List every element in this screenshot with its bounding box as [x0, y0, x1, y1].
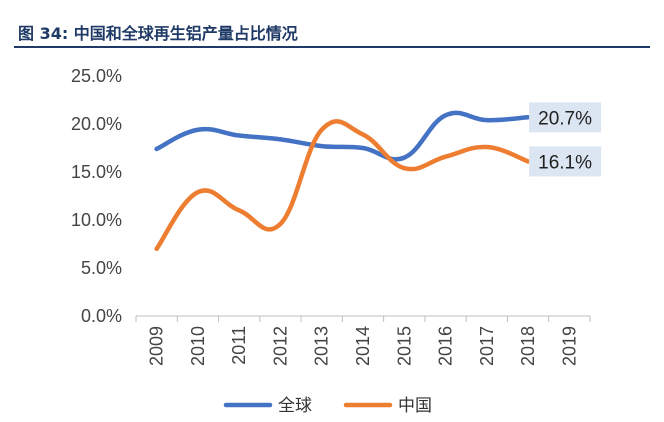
x-tick-label: 2009 [147, 326, 167, 366]
series-line-1 [154, 119, 531, 252]
legend-label: 全球 [278, 396, 312, 416]
y-tick-label: 20.0% [71, 114, 122, 134]
data-label: 16.1% [538, 152, 592, 173]
x-axis: 2009 2010 2011 2012 2013 2014 2015 2016 2017 2018… [135, 315, 591, 366]
x-tick-label: 2011 [229, 326, 249, 365]
x-tick-label: 2017 [477, 326, 497, 366]
legend-label: 中国 [398, 396, 432, 416]
data-label: 20.7% [538, 108, 592, 129]
x-tick-label: 2014 [353, 326, 373, 366]
x-tick-label: 2015 [394, 326, 414, 366]
y-tick-label: 5.0% [81, 258, 122, 278]
x-tick-label: 2010 [188, 326, 208, 366]
chart-title: 图 34: 中国和全球再生铝产量占比情况 [18, 24, 298, 43]
y-tick-label: 10.0% [71, 210, 122, 230]
y-tick-label: 15.0% [71, 162, 122, 182]
legend: 全球 中国 [223, 396, 432, 416]
series-line-0 [154, 110, 531, 162]
y-axis: 0.0% 5.0% 10.0% 15.0% 20.0% 25.0% [71, 66, 122, 326]
title-bar: 图 34: 中国和全球再生铝产量占比情况 [14, 10, 650, 48]
data-labels: 20.7% 16.1% [529, 102, 602, 177]
x-tick-label: 2016 [436, 326, 456, 366]
x-tick-label: 2018 [518, 326, 538, 366]
x-tick-label: 2012 [270, 326, 290, 366]
data-label-box [529, 146, 602, 177]
x-tick-label: 2013 [312, 326, 332, 366]
data-label-box [529, 102, 602, 133]
y-tick-label: 25.0% [71, 66, 122, 86]
y-tick-label: 0.0% [81, 306, 122, 326]
series-layer [154, 110, 531, 252]
x-tick-label: 2019 [559, 326, 579, 366]
